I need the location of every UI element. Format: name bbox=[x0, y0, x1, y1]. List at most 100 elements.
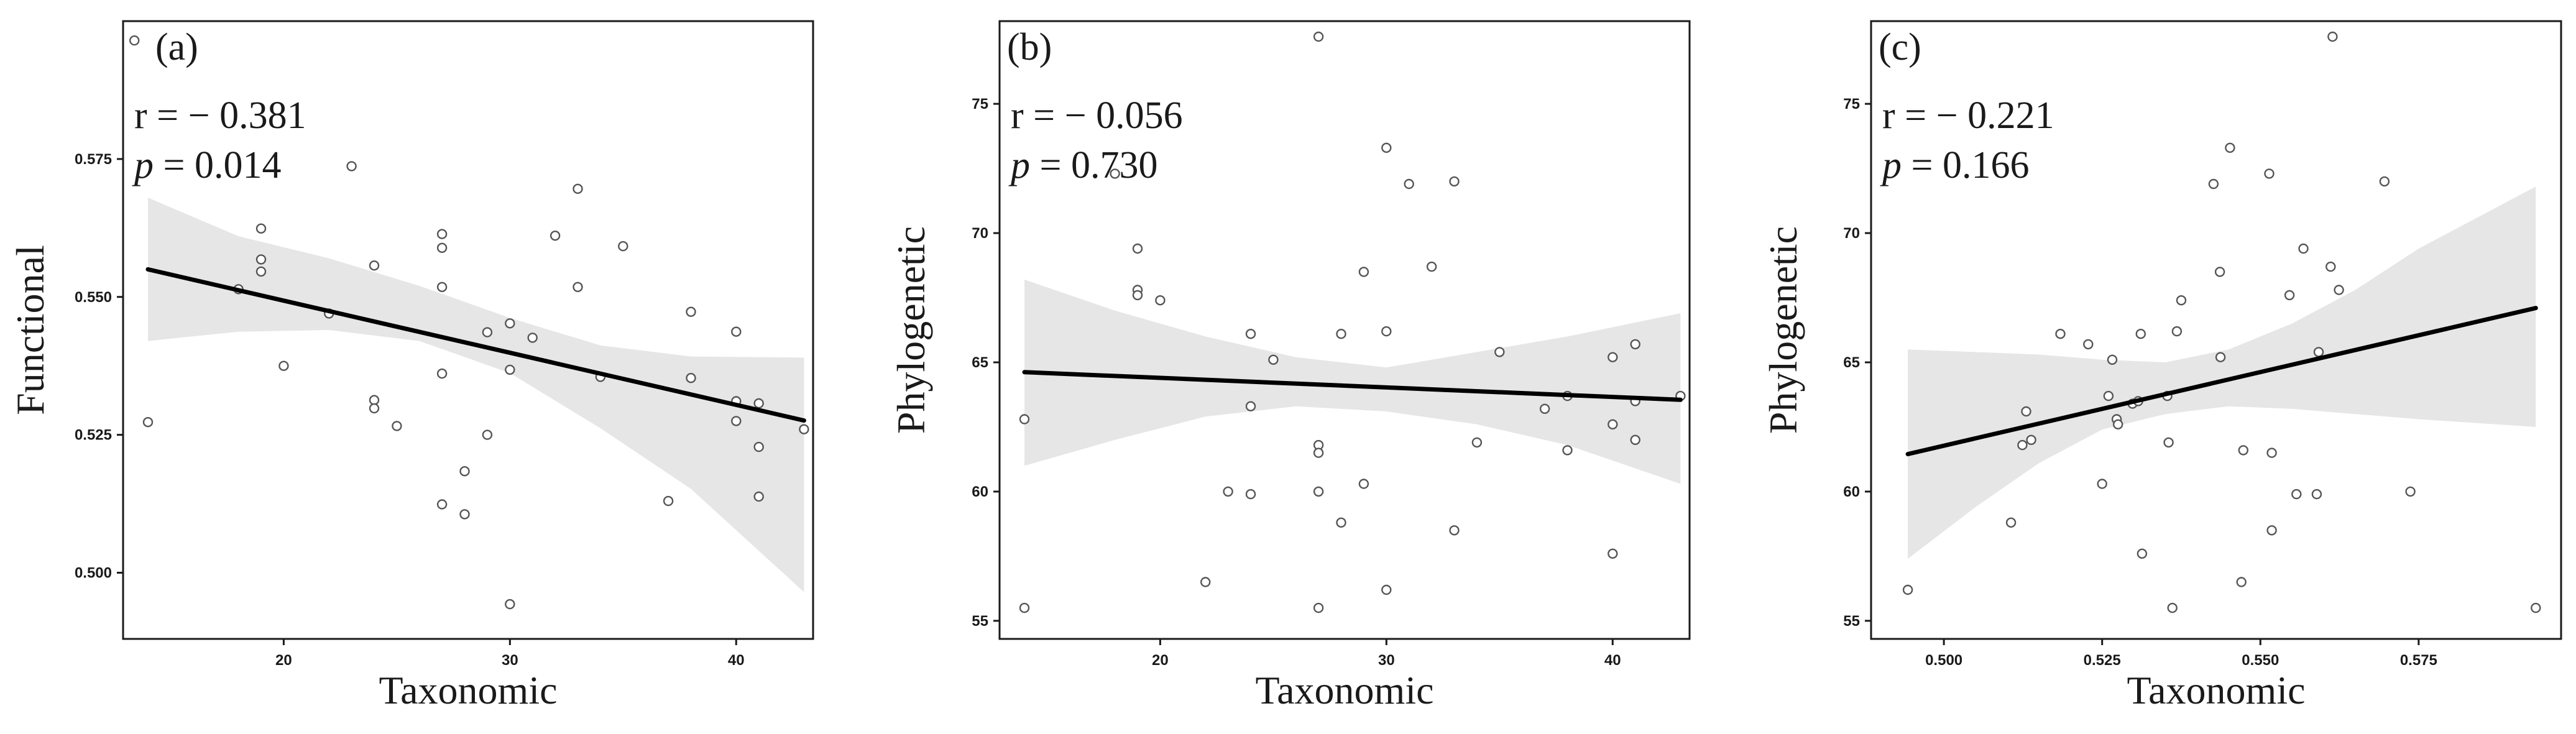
data-point bbox=[2005, 517, 2017, 528]
data-point bbox=[1313, 602, 1324, 613]
y-tick-label: 55 bbox=[972, 613, 988, 630]
data-point bbox=[1630, 339, 1640, 350]
data-point bbox=[2103, 390, 2114, 401]
p-symbol: p bbox=[1880, 144, 1902, 186]
data-point bbox=[2135, 329, 2146, 339]
confidence-band bbox=[148, 198, 804, 592]
data-point bbox=[2017, 439, 2028, 451]
x-tick-label: 0.575 bbox=[2400, 652, 2437, 669]
data-point bbox=[1358, 479, 1369, 489]
p-value: p = 0.014 bbox=[132, 144, 281, 186]
data-point bbox=[436, 368, 448, 379]
panel-label: (b) bbox=[1007, 26, 1052, 68]
x-tick-label: 30 bbox=[502, 652, 518, 669]
y-tick-label: 75 bbox=[972, 96, 988, 112]
data-point bbox=[369, 403, 380, 414]
data-point bbox=[1155, 295, 1166, 306]
x-tick-label: 0.550 bbox=[2242, 652, 2279, 669]
data-point bbox=[1313, 447, 1324, 458]
p-value: p = 0.166 bbox=[1880, 144, 2029, 186]
data-point bbox=[1245, 489, 1256, 500]
data-point bbox=[482, 429, 493, 440]
data-point bbox=[2112, 419, 2123, 429]
data-point bbox=[482, 327, 493, 337]
panel-3: 0.500 0.525 0.550 0.575 55 60 65 70 75 Taxonomic P… bbox=[1761, 20, 2562, 712]
data-point bbox=[2238, 445, 2249, 456]
panel-label: (c) bbox=[1879, 26, 1921, 68]
data-point bbox=[1110, 168, 1120, 179]
data-point bbox=[2531, 602, 2541, 613]
data-point bbox=[1630, 434, 1640, 445]
data-point bbox=[2215, 352, 2226, 362]
regression-line bbox=[145, 267, 806, 423]
y-tick-label: 60 bbox=[972, 484, 988, 500]
data-point bbox=[369, 260, 380, 271]
data-point bbox=[2137, 548, 2148, 559]
data-point bbox=[2163, 437, 2174, 448]
x-tick-label: 40 bbox=[1604, 652, 1621, 669]
data-point bbox=[1381, 142, 1392, 154]
data-point bbox=[1200, 577, 1211, 587]
data-point bbox=[527, 333, 538, 343]
data-point bbox=[1245, 401, 1256, 411]
data-point bbox=[1245, 329, 1256, 339]
data-point bbox=[686, 306, 696, 317]
y-tick-label: 60 bbox=[1843, 484, 1860, 500]
data-point bbox=[278, 360, 289, 371]
data-point bbox=[1471, 437, 1483, 448]
data-point bbox=[618, 241, 628, 252]
data-point bbox=[2021, 406, 2031, 417]
data-point bbox=[129, 35, 140, 46]
x-tick-label: 20 bbox=[275, 652, 292, 669]
data-point bbox=[1132, 243, 1143, 254]
data-point bbox=[142, 417, 154, 428]
data-point bbox=[1132, 290, 1143, 301]
panel-label: (a) bbox=[155, 26, 198, 68]
y-tick-label: 0.500 bbox=[75, 565, 112, 582]
data-point bbox=[2405, 486, 2416, 497]
data-point bbox=[753, 398, 764, 409]
x-axis-title: Taxonomic bbox=[2127, 668, 2306, 712]
data-point bbox=[505, 599, 515, 610]
data-point bbox=[505, 364, 515, 375]
data-point bbox=[1381, 584, 1392, 595]
data-point bbox=[436, 499, 448, 510]
data-point bbox=[1404, 178, 1414, 190]
data-point bbox=[1313, 486, 1324, 497]
data-point bbox=[1608, 548, 1618, 559]
p-symbol: p bbox=[1008, 144, 1030, 186]
data-point bbox=[686, 373, 696, 383]
data-point bbox=[1336, 329, 1346, 339]
y-axis-title: Phylogenetic bbox=[889, 226, 933, 434]
x-axis-title: Taxonomic bbox=[1256, 668, 1434, 712]
data-point bbox=[2264, 168, 2275, 179]
p-value: p = 0.730 bbox=[1008, 144, 1157, 186]
data-point bbox=[436, 242, 448, 253]
correlation-r: r = − 0.381 bbox=[134, 94, 306, 137]
data-point bbox=[2313, 347, 2324, 357]
data-point bbox=[1381, 326, 1392, 337]
y-tick-label: 65 bbox=[972, 354, 988, 371]
data-point bbox=[459, 466, 470, 477]
data-point bbox=[1313, 31, 1324, 42]
data-point bbox=[2176, 295, 2187, 306]
data-point bbox=[1019, 414, 1030, 424]
data-point bbox=[2171, 326, 2183, 337]
data-point bbox=[753, 491, 764, 502]
regression-line bbox=[1022, 370, 1683, 402]
correlation-r: r = − 0.221 bbox=[1882, 94, 2054, 137]
data-point bbox=[573, 183, 583, 194]
data-point bbox=[663, 495, 674, 507]
y-tick-label: 55 bbox=[1843, 613, 1860, 630]
p-value-number: = 0.730 bbox=[1030, 144, 1157, 186]
data-point bbox=[1358, 267, 1369, 277]
x-tick-label: 0.525 bbox=[2084, 652, 2121, 669]
data-point bbox=[1449, 176, 1460, 187]
data-point bbox=[2214, 267, 2225, 277]
data-point bbox=[2266, 447, 2277, 458]
p-value-number: = 0.166 bbox=[1902, 144, 2029, 186]
y-axis-title: Phylogenetic bbox=[1761, 226, 1805, 434]
x-tick-label: 20 bbox=[1152, 652, 1169, 669]
data-point bbox=[505, 318, 515, 329]
correlation-r: r = − 0.056 bbox=[1011, 94, 1183, 137]
